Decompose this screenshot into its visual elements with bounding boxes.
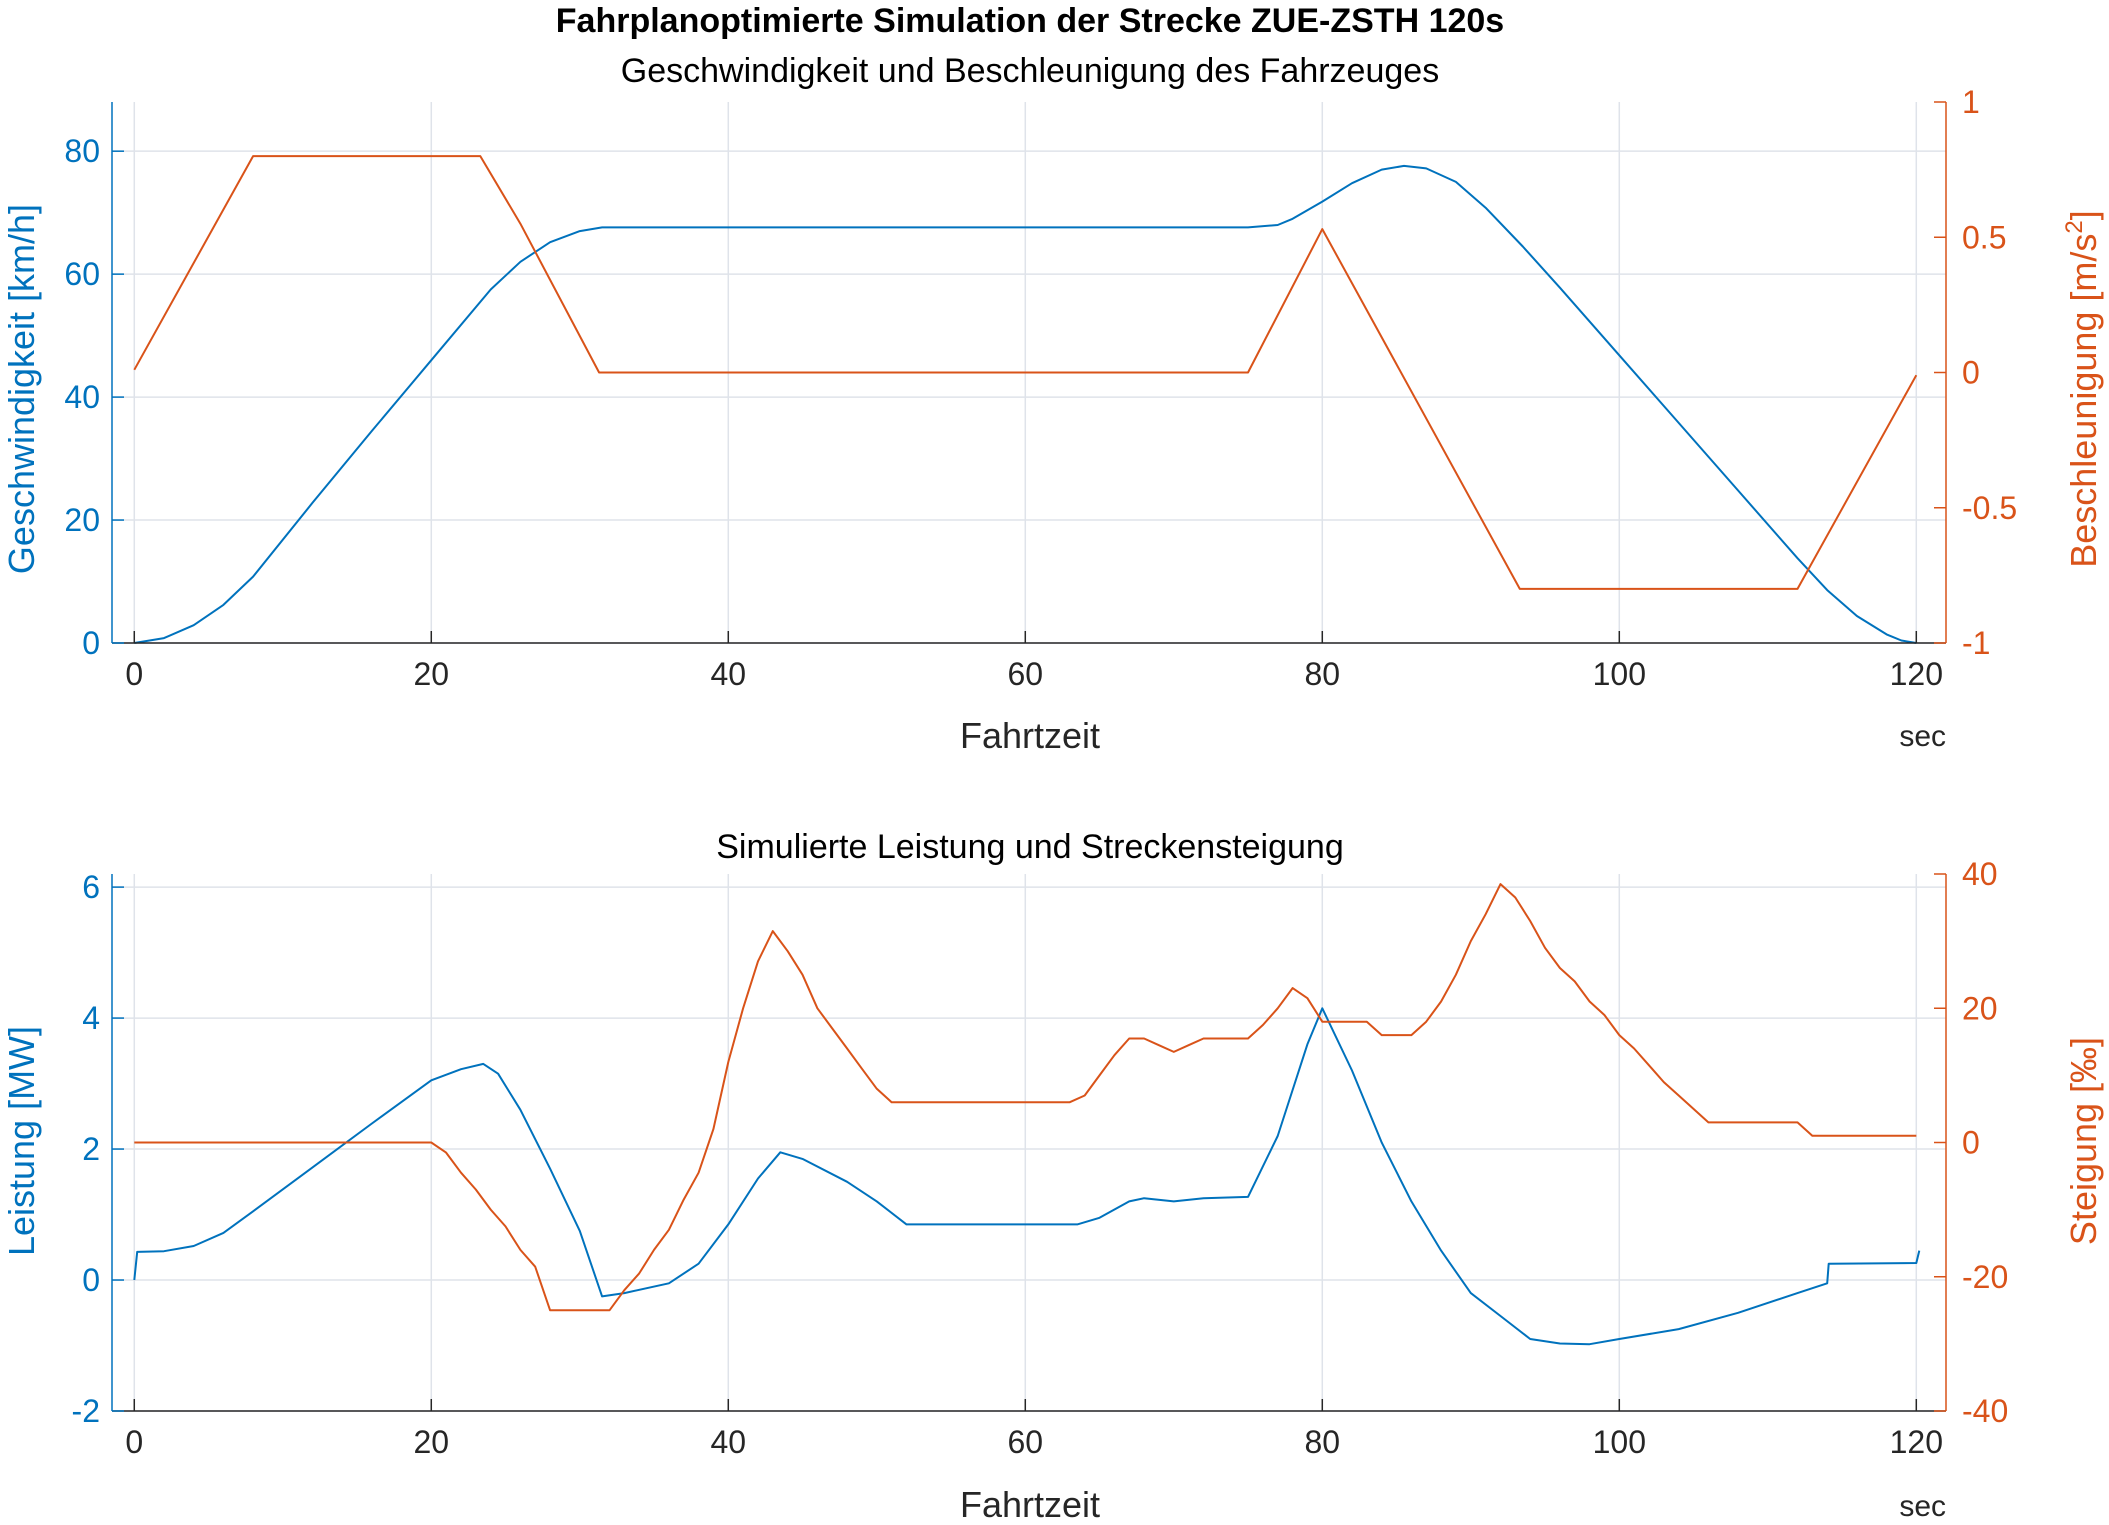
left-y-tick-label-1: 0 xyxy=(82,1262,100,1298)
axes: 0 20 40 60 80 100 120 0 20 40 60 80 -1 -0.5 0 0.5 1 xyxy=(64,84,2017,692)
x-tick-label-2: 40 xyxy=(710,1424,746,1460)
chart-title: Geschwindigkeit und Beschleunigung des F… xyxy=(621,52,1439,90)
series-line-left-0 xyxy=(134,164,1917,644)
right-y-tick-label-0: -1 xyxy=(1962,625,1990,661)
right-y-tick-label-3: 0.5 xyxy=(1962,219,2006,255)
left-y-tick-label-4: 6 xyxy=(82,869,100,905)
chart-title: Simulierte Leistung und Streckensteigung xyxy=(716,828,1344,866)
x-axis-unit: sec xyxy=(1899,720,1946,753)
x-tick-label-3: 60 xyxy=(1007,656,1043,692)
grid xyxy=(112,102,1946,644)
right-y-tick-label-3: 20 xyxy=(1962,990,1998,1026)
x-axis-label: Fahrtzeit xyxy=(960,1484,1100,1525)
right-y-axis-label-sup: 2 xyxy=(2061,220,2088,233)
right-y-tick-label-1: -20 xyxy=(1962,1259,2008,1295)
series-line-right-1 xyxy=(133,155,1918,590)
right-y-axis-label: Steigung [‰] xyxy=(2063,1037,2104,1245)
left-y-tick-label-0: -2 xyxy=(72,1393,100,1429)
figure-suptitle: Fahrplanoptimierte Simulation der Streck… xyxy=(556,2,1504,40)
x-tick-label-0: 0 xyxy=(125,656,143,692)
left-y-tick-label-0: 0 xyxy=(82,625,100,661)
x-tick-label-3: 60 xyxy=(1007,1424,1043,1460)
left-y-tick-label-3: 60 xyxy=(64,256,100,292)
right-y-axis-label-main: Beschleunigung [m/s xyxy=(2063,234,2104,568)
left-y-tick-label-2: 2 xyxy=(82,1131,100,1167)
right-y-tick-label-2: 0 xyxy=(1962,1125,1980,1161)
x-tick-label-1: 20 xyxy=(413,1424,449,1460)
series-line-left-0 xyxy=(133,1007,1921,1346)
x-axis-unit: sec xyxy=(1899,1490,1946,1523)
x-tick-label-4: 80 xyxy=(1304,1424,1340,1460)
left-y-tick-label-1: 20 xyxy=(64,502,100,538)
left-y-tick-label-2: 40 xyxy=(64,379,100,415)
series-line-right-1 xyxy=(134,883,1917,1312)
left-y-axis-label: Leistung [MW] xyxy=(1,1026,42,1256)
right-y-tick-label-4: 1 xyxy=(1962,84,1980,120)
x-tick-label-6: 120 xyxy=(1890,656,1943,692)
right-y-tick-label-4: 40 xyxy=(1962,856,1998,892)
x-tick-label-2: 40 xyxy=(710,656,746,692)
left-y-tick-label-4: 80 xyxy=(64,133,100,169)
series-group xyxy=(133,155,1918,644)
chart-speed-acceleration: 0 20 40 60 80 100 120 0 20 40 60 80 -1 -0.5 0 0.5 1 Gesc… xyxy=(1,52,2104,756)
right-y-axis-label-end: ] xyxy=(2063,210,2104,220)
left-y-tick-label-3: 4 xyxy=(82,1000,100,1036)
right-y-tick-label-2: 0 xyxy=(1962,355,1980,391)
x-tick-label-0: 0 xyxy=(125,1424,143,1460)
x-tick-label-4: 80 xyxy=(1304,656,1340,692)
right-y-axis-label-main: Steigung [‰] xyxy=(2063,1037,2104,1245)
x-axis-label: Fahrtzeit xyxy=(960,715,1100,756)
x-tick-label-5: 100 xyxy=(1593,1424,1646,1460)
x-tick-label-5: 100 xyxy=(1593,656,1646,692)
x-tick-label-6: 120 xyxy=(1890,1424,1943,1460)
x-tick-label-1: 20 xyxy=(413,656,449,692)
series-group xyxy=(133,883,1921,1346)
left-y-axis-label: Geschwindigkeit [km/h] xyxy=(1,204,42,574)
right-y-tick-label-0: -40 xyxy=(1962,1393,2008,1429)
right-y-tick-label-1: -0.5 xyxy=(1962,490,2017,526)
right-y-axis-label: Beschleunigung [m/s2] xyxy=(2061,210,2104,568)
